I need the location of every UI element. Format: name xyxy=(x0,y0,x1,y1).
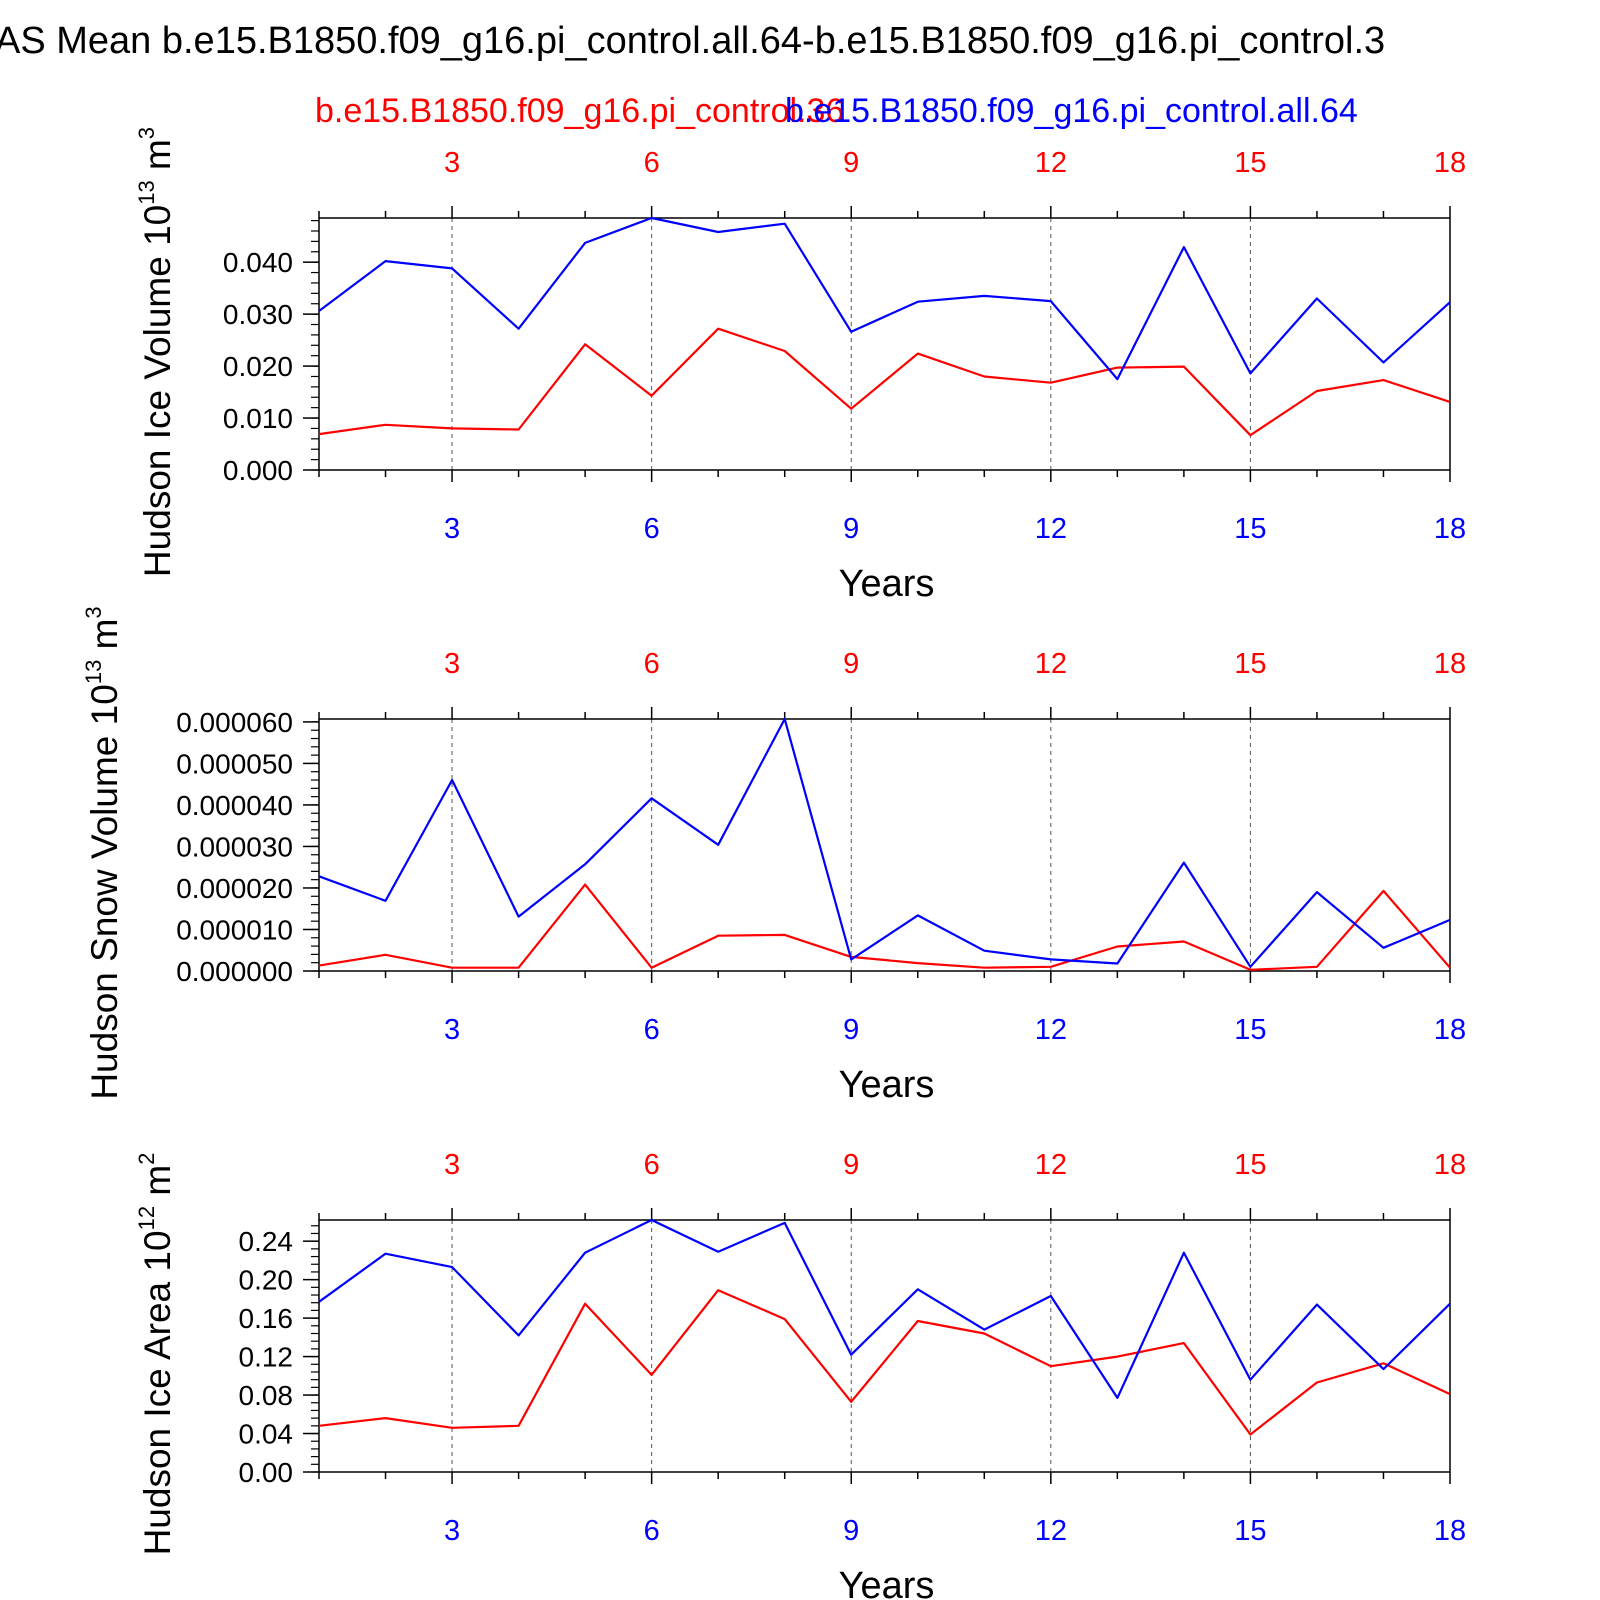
x-tick-label-bottom-18: 18 xyxy=(1434,1014,1466,1046)
x-tick-label-top-18: 18 xyxy=(1434,147,1466,179)
legend-case-red: b.e15.B1850.f09_g16.pi_control.36 xyxy=(315,92,845,130)
series-line-blue xyxy=(318,216,1451,381)
y-tick-label-0.040: 0.040 xyxy=(223,247,293,278)
x-tick-label-top-3: 3 xyxy=(444,648,460,680)
x-tick-label-top-6: 6 xyxy=(644,1149,660,1181)
x-axis-label: Years xyxy=(839,563,935,605)
series-line-blue xyxy=(318,717,1451,968)
page-title: AS Mean b.e15.B1850.f09_g16.pi_control.a… xyxy=(0,20,1386,62)
y-tick-label-0.000010: 0.000010 xyxy=(176,914,293,945)
legend-case-blue: b.e15.B1850.f09_g16.pi_control.all.64 xyxy=(785,92,1358,130)
x-tick-label-bottom-15: 15 xyxy=(1234,513,1266,545)
x-tick-label-bottom-18: 18 xyxy=(1434,513,1466,545)
y-tick-label-0.030: 0.030 xyxy=(223,299,293,330)
x-tick-label-top-15: 15 xyxy=(1234,1149,1266,1181)
x-tick-label-top-15: 15 xyxy=(1234,648,1266,680)
y-tick-label-0.12: 0.12 xyxy=(239,1342,294,1373)
series-line-red xyxy=(318,883,1451,971)
y-tick-label-0.04: 0.04 xyxy=(239,1419,294,1450)
x-tick-label-bottom-12: 12 xyxy=(1035,1014,1067,1046)
x-tick-label-top-9: 9 xyxy=(843,1149,859,1181)
y-axis-label: Hudson Ice Volume 1013 m3 xyxy=(134,127,178,577)
chart-panel-2: 0.000000 0.000010 0.000020 0.000030 0.000040… xyxy=(81,606,1466,1106)
y-tick-label-0.08: 0.08 xyxy=(239,1380,294,1411)
y-tick-label-0.000000: 0.000000 xyxy=(176,956,293,987)
x-tick-label-bottom-12: 12 xyxy=(1035,1515,1067,1547)
x-tick-label-bottom-18: 18 xyxy=(1434,1515,1466,1547)
chart-panel-1: 0.000 0.010 0.020 0.030 0.040 3 3 6 6 9 9 12 12 15 15 1… xyxy=(134,127,1466,605)
y-tick-label-0.000060: 0.000060 xyxy=(176,707,293,738)
x-tick-label-top-12: 12 xyxy=(1035,147,1067,179)
y-tick-label-0.020: 0.020 xyxy=(223,351,293,382)
plot-frame xyxy=(318,1219,1451,1473)
x-tick-label-bottom-6: 6 xyxy=(644,1014,660,1046)
x-tick-label-top-18: 18 xyxy=(1434,648,1466,680)
series-line-red xyxy=(318,327,1451,437)
x-tick-label-top-9: 9 xyxy=(843,648,859,680)
x-tick-label-top-3: 3 xyxy=(444,1149,460,1181)
y-tick-label-0.000040: 0.000040 xyxy=(176,790,293,821)
y-tick-label-0.00: 0.00 xyxy=(239,1457,294,1488)
x-tick-label-bottom-3: 3 xyxy=(444,1014,460,1046)
x-tick-label-bottom-12: 12 xyxy=(1035,513,1067,545)
y-axis-label: Hudson Snow Volume 1013 m3 xyxy=(81,606,125,1099)
y-tick-label-0.20: 0.20 xyxy=(239,1265,294,1296)
y-tick-label-0.000: 0.000 xyxy=(223,455,293,486)
x-tick-label-bottom-15: 15 xyxy=(1234,1515,1266,1547)
x-tick-label-top-15: 15 xyxy=(1234,147,1266,179)
x-tick-label-top-18: 18 xyxy=(1434,1149,1466,1181)
y-tick-label-0.16: 0.16 xyxy=(239,1303,294,1334)
x-tick-label-top-12: 12 xyxy=(1035,648,1067,680)
x-tick-label-bottom-6: 6 xyxy=(644,1515,660,1547)
plot-frame xyxy=(318,217,1451,471)
x-axis-label: Years xyxy=(839,1565,935,1600)
x-tick-label-bottom-3: 3 xyxy=(444,513,460,545)
x-tick-label-bottom-9: 9 xyxy=(843,1014,859,1046)
x-tick-label-bottom-9: 9 xyxy=(843,1515,859,1547)
x-tick-label-top-9: 9 xyxy=(843,147,859,179)
x-tick-label-top-6: 6 xyxy=(644,648,660,680)
plot-frame xyxy=(318,718,1451,972)
chart-panel-3: 0.00 0.04 0.08 0.12 0.16 0.20 0.24 3 3 6 6 9 9 12 12 15… xyxy=(134,1149,1466,1600)
x-tick-label-bottom-6: 6 xyxy=(644,513,660,545)
series-line-red xyxy=(318,1289,1451,1436)
x-tick-label-bottom-15: 15 xyxy=(1234,1014,1266,1046)
y-tick-label-0.000050: 0.000050 xyxy=(176,748,293,779)
x-tick-label-top-6: 6 xyxy=(644,147,660,179)
y-tick-label-0.24: 0.24 xyxy=(239,1226,294,1257)
x-tick-label-top-12: 12 xyxy=(1035,1149,1067,1181)
x-axis-label: Years xyxy=(839,1064,935,1106)
y-tick-label-0.010: 0.010 xyxy=(223,403,293,434)
x-tick-label-bottom-3: 3 xyxy=(444,1515,460,1547)
x-tick-label-top-3: 3 xyxy=(444,147,460,179)
y-tick-label-0.000020: 0.000020 xyxy=(176,873,293,904)
y-axis-label: Hudson Ice Area 1012 m2 xyxy=(134,1153,178,1556)
x-tick-label-bottom-9: 9 xyxy=(843,513,859,545)
y-tick-label-0.000030: 0.000030 xyxy=(176,831,293,862)
series-line-blue xyxy=(318,1218,1451,1400)
